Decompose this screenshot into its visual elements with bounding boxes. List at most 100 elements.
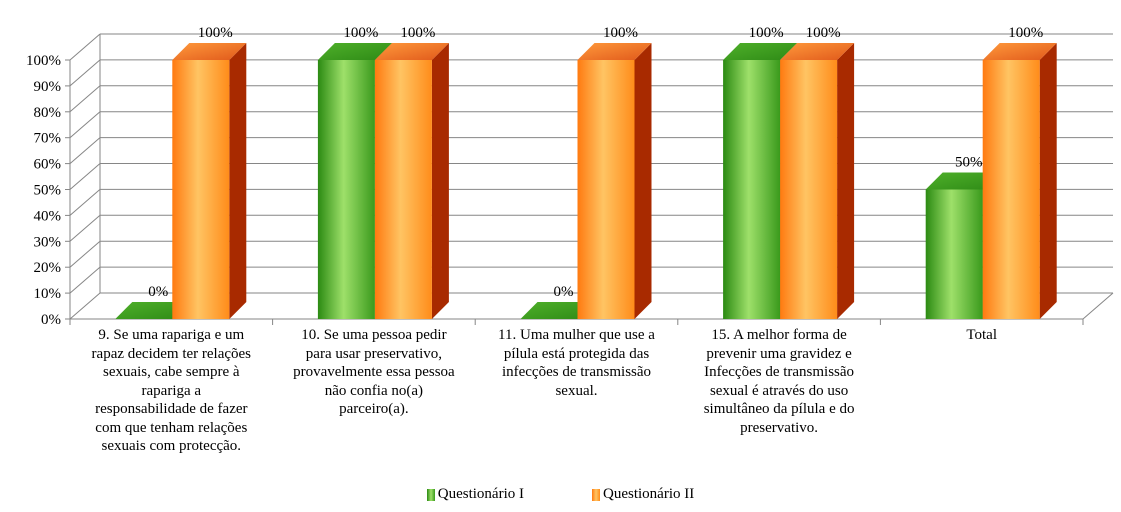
category-label-line: parceiro(a). xyxy=(339,401,409,417)
bar-questionario-ii-4 xyxy=(780,43,855,319)
category-label-line: sexual. xyxy=(555,382,598,399)
category-label-line: Infecções de transmissão xyxy=(704,364,855,380)
category-label-line: não confia no(a) xyxy=(324,382,424,399)
bar-top xyxy=(925,172,1000,190)
category-label-line: simultâneo da pílula e do xyxy=(703,401,855,417)
bar-questionario-i-1 xyxy=(115,302,190,319)
legend-label: Questionário II xyxy=(603,486,695,502)
gridline-side xyxy=(69,292,101,320)
bar-side xyxy=(634,43,652,319)
category-label-line: infecções de transmissão xyxy=(501,364,652,380)
legend-swatch-green xyxy=(426,488,435,501)
data-label: 0% xyxy=(554,284,574,300)
bar-top xyxy=(780,43,855,60)
bar-top xyxy=(982,43,1057,60)
gridline-side xyxy=(69,85,101,113)
y-tick-label: 70% xyxy=(34,131,62,147)
category-label-line: prevenir uma gravidez e xyxy=(706,345,852,362)
y-tick-label: 40% xyxy=(34,208,62,224)
category-label: 15. A melhor forma de prevenir uma gravid… xyxy=(681,326,877,437)
bar-front xyxy=(374,60,432,319)
gridline-side xyxy=(69,214,101,242)
category-label-line: 15. A melhor forma de xyxy=(711,327,847,343)
data-label: 0% xyxy=(148,284,168,300)
bar-side xyxy=(1039,43,1057,319)
bar-front xyxy=(172,60,230,319)
data-label: 100% xyxy=(603,25,638,41)
bar-front xyxy=(723,60,781,319)
category-label: 10. Se uma pessoa pedir para usar preserv… xyxy=(276,326,472,419)
bar-front xyxy=(982,60,1040,319)
bar-front xyxy=(317,60,375,319)
category-label: Total xyxy=(884,326,1080,345)
gridline-side xyxy=(69,189,101,216)
category-label: 9. Se uma rapariga e um rapaz decidem ter… xyxy=(73,326,269,456)
y-tick-label: 30% xyxy=(34,234,62,250)
bar-top xyxy=(317,43,392,60)
y-tick-label: 10% xyxy=(34,286,62,302)
bar-questionario-i-3 xyxy=(520,302,595,319)
legend-item-questionario-ii: Questionário II xyxy=(592,486,694,503)
category-label-line: sexuais com protecção. xyxy=(101,438,242,454)
y-tick-label: 90% xyxy=(34,79,62,95)
gridline-side xyxy=(69,137,101,164)
category-label-line: 10. Se uma pessoa pedir xyxy=(301,327,447,343)
bar-questionario-ii-3 xyxy=(577,43,652,319)
category-label-line: com que tenham relações xyxy=(95,419,248,436)
category-label-line: rapaz decidem ter relações xyxy=(91,345,252,362)
gridline-side xyxy=(69,33,101,61)
floor-edge xyxy=(1082,292,1114,320)
legend-label: Questionário I xyxy=(437,486,524,502)
legend-item-questionario-i: Questionário I xyxy=(426,486,524,503)
y-tick-label: 60% xyxy=(34,157,62,173)
legend-swatch-orange xyxy=(592,488,600,501)
bar-front xyxy=(577,60,635,319)
y-tick-label: 100% xyxy=(26,53,61,69)
y-tick-label: 80% xyxy=(34,105,62,121)
gridline-side xyxy=(69,59,101,87)
category-label-line: preservativo. xyxy=(740,419,819,436)
data-label: 100% xyxy=(806,25,841,41)
bar-side xyxy=(431,43,449,319)
bar-top xyxy=(115,302,190,319)
data-label: 100% xyxy=(400,25,435,41)
category-label-line: pílula está protegida das xyxy=(503,345,650,362)
bar-front xyxy=(925,189,983,319)
bar-top xyxy=(723,43,798,60)
gridline-side xyxy=(69,163,101,190)
bar-side xyxy=(229,43,247,319)
category-label: 11. Uma mulher que use a pílula está prot… xyxy=(479,326,675,400)
bar-top xyxy=(577,43,652,60)
gridline-side xyxy=(69,111,101,139)
bar-top xyxy=(374,43,449,60)
category-label-line: sexual é através do uso xyxy=(709,382,849,399)
bar-top xyxy=(520,302,595,319)
category-label-line: rapariga a xyxy=(141,382,202,399)
bar-side xyxy=(837,43,855,319)
gridline-side xyxy=(69,266,101,294)
bar-questionario-ii-1 xyxy=(172,43,247,319)
bar-questionario-ii-2 xyxy=(374,43,449,319)
category-label-line: Total xyxy=(966,327,997,343)
category-label-line: 9. Se uma rapariga e um xyxy=(98,327,245,343)
chart-svg: 0% 10% 20% 30% 40% 50% 60% 70% 80% 90% 100% 0% 100% 1… xyxy=(26,25,1114,328)
category-label-line: 11. Uma mulher que use a xyxy=(498,327,655,343)
y-tick-label: 20% xyxy=(34,260,62,276)
y-tick-label: 50% xyxy=(34,183,62,199)
category-label-line: para usar preservativo, xyxy=(305,345,442,362)
data-label: 100% xyxy=(1008,25,1043,41)
data-label: 100% xyxy=(343,25,378,41)
category-label-line: sexuais, cabe sempre à xyxy=(102,364,240,380)
data-label: 100% xyxy=(198,25,233,41)
legend: Questionário I Questionário II xyxy=(0,486,1121,503)
bar-questionario-ii-5 xyxy=(982,43,1057,319)
category-label-line: responsabilidade de fazer xyxy=(95,401,248,417)
bar-front xyxy=(780,60,838,319)
category-label-line: provavelmente essa pessoa xyxy=(293,364,455,380)
bar-top xyxy=(172,43,247,60)
data-label: 50% xyxy=(955,155,983,171)
y-tick-label: 0% xyxy=(41,312,61,328)
gridline-side xyxy=(69,240,101,268)
data-label: 100% xyxy=(749,25,784,41)
